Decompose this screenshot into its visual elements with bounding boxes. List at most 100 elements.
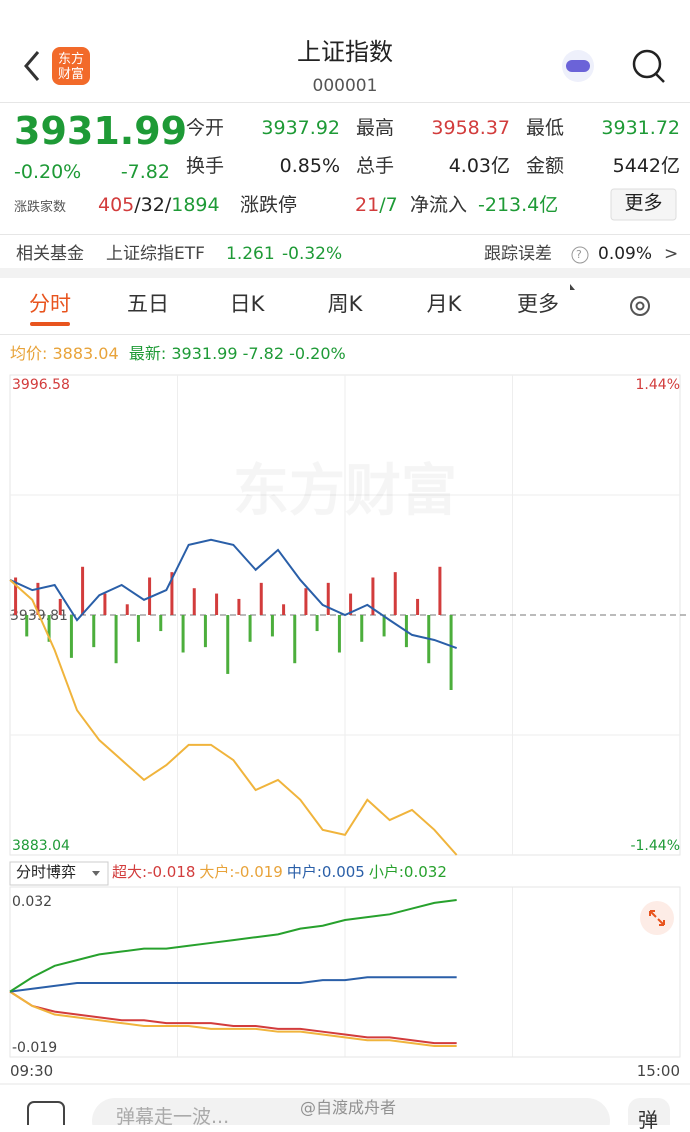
more-tab-caret	[570, 284, 575, 290]
flow-selector-caret	[92, 871, 100, 876]
flow-bar	[203, 615, 207, 648]
value: 5442亿	[612, 155, 680, 177]
flow-y-top: 0.032	[12, 894, 52, 910]
more-button[interactable]	[610, 188, 677, 221]
flow-bar	[92, 615, 96, 648]
legend-name: 小户:	[368, 863, 404, 881]
flow-bar	[259, 582, 263, 615]
label: 跟踪误差	[484, 244, 552, 264]
flow-bar	[237, 598, 241, 615]
flow-bar	[181, 615, 185, 653]
value: 3931.72	[601, 117, 680, 139]
tab[interactable]: 日K	[229, 292, 265, 316]
value: 4.03亿	[448, 155, 510, 177]
breadth: 405/32/1894	[98, 196, 220, 215]
y-label-bottom: 3883.04	[12, 838, 70, 854]
expand-glyph	[649, 910, 665, 926]
label: 涨跌家数	[14, 200, 67, 215]
flow-bar	[349, 593, 353, 615]
flow-bar	[170, 572, 174, 615]
watermark: 东方财富	[233, 459, 457, 524]
tab[interactable]: 分时	[29, 292, 71, 316]
divider	[0, 234, 690, 235]
chat-icon[interactable]	[27, 1101, 65, 1125]
up-count: 405	[98, 194, 135, 216]
flow-bar	[226, 615, 230, 674]
comment-input[interactable]	[92, 1098, 610, 1125]
limit: 21/7	[355, 196, 398, 215]
value: 3937.92	[261, 117, 340, 139]
danmaku-label[interactable]: 弹	[638, 1108, 658, 1132]
flow-bar	[270, 615, 274, 637]
value: 0.09%	[598, 244, 653, 264]
flow-frame	[9, 886, 681, 1058]
flow-bar	[192, 588, 196, 615]
time-start: 09:30	[10, 1062, 53, 1080]
flat-count: /32/	[134, 194, 172, 216]
section-gap	[0, 268, 690, 278]
flow-line	[9, 990, 457, 1047]
flow-bar	[326, 582, 330, 615]
back-icon[interactable]	[24, 51, 40, 81]
flow-bar	[47, 615, 51, 642]
value: 1.261	[226, 244, 275, 264]
flow-bar	[69, 615, 73, 658]
tab[interactable]: 更多	[517, 292, 559, 316]
down-count: 1894	[171, 194, 220, 216]
flow-bar	[315, 615, 319, 632]
tab[interactable]: 五日	[127, 292, 169, 316]
y-label-top: 3996.58	[12, 377, 70, 393]
pct-label-top: 1.44%	[636, 377, 680, 393]
legend-name: 大户:	[199, 863, 235, 881]
flow-bar	[159, 615, 163, 632]
tab[interactable]: 月K	[426, 292, 462, 316]
tab[interactable]: 周K	[327, 292, 363, 316]
flow-bar	[360, 615, 364, 642]
flow-bar	[136, 615, 140, 642]
flow-bar	[81, 566, 85, 615]
flow-bar	[14, 577, 18, 615]
settings-icon-inner	[635, 301, 645, 311]
value: -7.82	[120, 161, 170, 183]
legend-value: -0.018	[147, 863, 196, 881]
settings-icon[interactable]	[630, 296, 650, 316]
divider	[0, 102, 690, 103]
legend-value: -0.019	[234, 863, 283, 881]
legend-value: 0.005	[321, 863, 365, 881]
value: -213.4亿	[478, 194, 559, 216]
watermark-credit: @自渡成舟者	[300, 1098, 397, 1117]
flow-bar	[304, 588, 308, 615]
flow-line	[9, 976, 457, 993]
flow-bar	[103, 593, 107, 615]
avg-label: 均价:	[10, 344, 48, 363]
flow-line	[9, 990, 457, 1045]
logo-line: 东方	[57, 52, 84, 67]
flow-line	[9, 899, 457, 993]
stock-code: 000001	[312, 76, 378, 96]
label: 净流入	[410, 194, 468, 216]
chevron[interactable]: >	[664, 244, 679, 264]
expand-icon[interactable]	[640, 901, 674, 935]
help-icon[interactable]	[571, 246, 589, 264]
limit-down: /7	[379, 194, 398, 216]
label: 换手	[186, 155, 225, 177]
value: 0.85%	[279, 155, 340, 177]
flow-bar	[282, 604, 286, 615]
flow-selector-label[interactable]: 分时博弈	[16, 863, 77, 881]
flow-bar	[371, 577, 375, 615]
fund-name[interactable]: 上证综指ETF	[106, 244, 205, 264]
input-placeholder[interactable]: 弹幕走一波...	[116, 1106, 230, 1128]
flow-bar	[293, 615, 297, 664]
danmaku-button[interactable]	[628, 1098, 670, 1125]
label: 相关基金	[16, 244, 84, 264]
search-icon[interactable]	[632, 49, 662, 79]
flow-bar	[248, 615, 252, 642]
chart-legend: 均价: 3883.04 最新: 3931.99 -7.82 -0.20%	[10, 346, 346, 362]
flow-bar	[36, 582, 40, 615]
more-button-label[interactable]: 更多	[624, 192, 663, 214]
flow-legend: 超大:-0.018 大户:-0.019 中户:0.005 小户:0.032	[112, 865, 451, 880]
flow-selector[interactable]	[9, 861, 109, 886]
flow-bar	[337, 615, 341, 653]
